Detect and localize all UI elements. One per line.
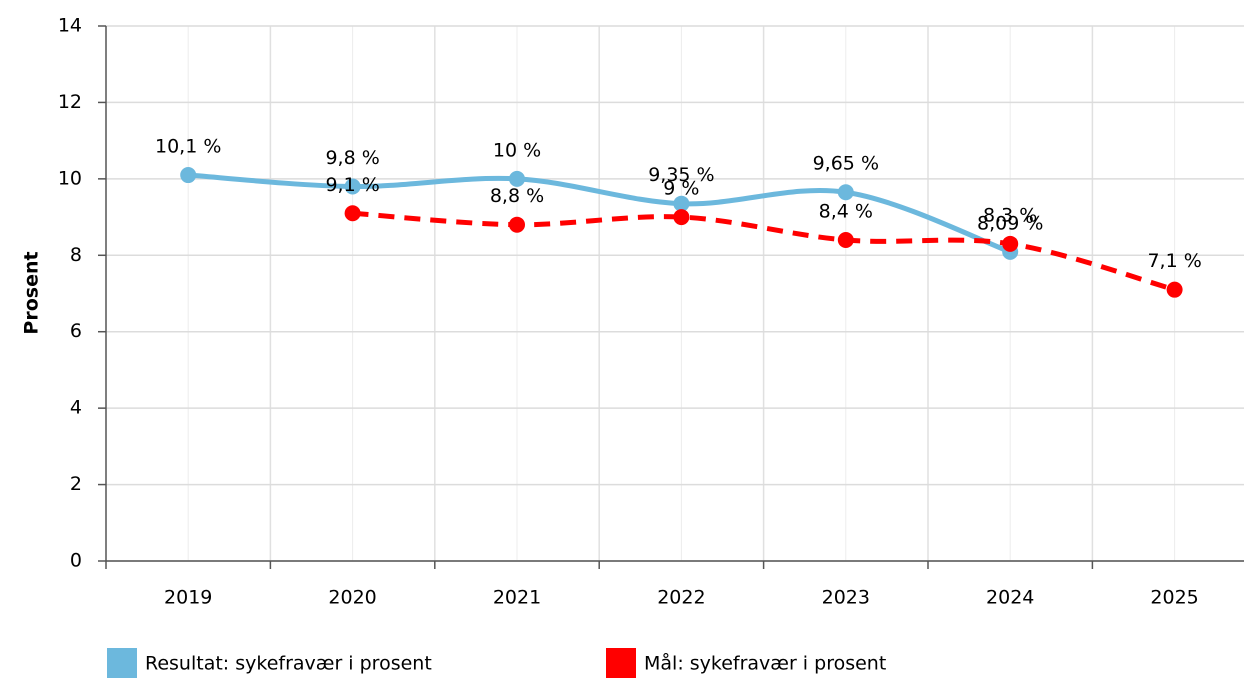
legend-swatch — [606, 648, 636, 678]
y-tick-label: 2 — [70, 473, 82, 495]
data-label: 9,65 % — [813, 153, 879, 175]
data-point — [509, 170, 525, 187]
data-point — [673, 195, 690, 212]
x-tick-label: 2021 — [493, 587, 541, 609]
y-axis-label: Prosent — [21, 251, 43, 334]
data-point — [837, 184, 854, 201]
data-label: 9,35 % — [648, 164, 714, 186]
x-tick-label: 2023 — [822, 587, 870, 609]
data-label: 8,8 % — [490, 185, 544, 207]
x-tick-label: 2020 — [328, 587, 376, 609]
series-line — [352, 210, 1176, 293]
y-tick-label: 6 — [70, 320, 82, 342]
data-point — [344, 178, 361, 195]
data-label: 9,8 % — [325, 147, 379, 169]
x-tick-label: 2025 — [1150, 587, 1198, 609]
x-tick-label: 2022 — [657, 587, 705, 609]
data-label: 10 % — [493, 139, 541, 161]
data-label: 9 % — [663, 178, 699, 200]
y-tick-label: 0 — [70, 550, 82, 572]
x-tick-label: 2024 — [986, 587, 1034, 609]
legend-label: Mål: sykefravær i prosent — [644, 652, 886, 675]
data-label: 10,1 % — [155, 136, 221, 158]
data-label: 9,1 % — [325, 174, 379, 196]
y-tick-label: 12 — [58, 91, 82, 113]
legend-swatch — [107, 648, 137, 678]
data-label: 8,3 % — [983, 204, 1037, 226]
data-point — [1166, 281, 1183, 298]
y-tick-label: 10 — [58, 167, 82, 189]
data-label: 8,09 % — [977, 212, 1043, 234]
data-point — [509, 216, 525, 233]
data-label: 7,1 % — [1147, 250, 1201, 272]
legend-label: Resultat: sykefravær i prosent — [145, 653, 432, 675]
y-tick-label: 14 — [58, 15, 82, 37]
x-tick-label: 2019 — [164, 587, 212, 609]
data-point — [1002, 235, 1019, 252]
data-point — [344, 205, 361, 222]
y-tick-label: 8 — [70, 244, 82, 266]
y-tick-label: 4 — [70, 397, 82, 419]
data-label: 8,4 % — [819, 201, 873, 223]
data-point — [180, 167, 197, 184]
series-line — [188, 172, 1012, 255]
data-point — [673, 209, 690, 226]
data-point — [837, 232, 854, 248]
